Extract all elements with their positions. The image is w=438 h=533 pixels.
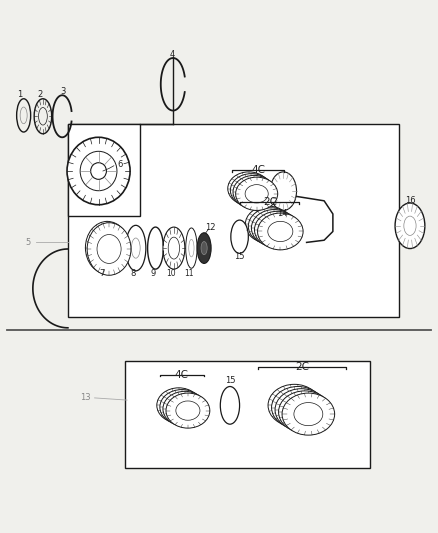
Ellipse shape — [404, 216, 416, 236]
Text: 10: 10 — [166, 270, 176, 278]
Text: 4C: 4C — [175, 370, 189, 379]
Text: 1: 1 — [17, 90, 22, 99]
Ellipse shape — [290, 400, 319, 424]
Ellipse shape — [228, 172, 270, 205]
Ellipse shape — [168, 237, 180, 259]
Ellipse shape — [268, 221, 293, 241]
Text: 14: 14 — [277, 208, 287, 217]
Ellipse shape — [245, 206, 291, 243]
Ellipse shape — [87, 223, 131, 275]
Ellipse shape — [131, 238, 140, 258]
Ellipse shape — [126, 225, 146, 271]
Ellipse shape — [220, 386, 240, 424]
Ellipse shape — [254, 211, 300, 248]
Ellipse shape — [280, 394, 309, 417]
Ellipse shape — [272, 386, 324, 429]
Ellipse shape — [268, 384, 321, 426]
Ellipse shape — [186, 228, 197, 268]
Text: 2: 2 — [37, 90, 42, 99]
Ellipse shape — [270, 172, 297, 211]
Ellipse shape — [233, 175, 275, 209]
Ellipse shape — [197, 233, 211, 263]
Bar — [125, 361, 370, 468]
Ellipse shape — [166, 395, 191, 415]
Ellipse shape — [279, 391, 331, 433]
Ellipse shape — [170, 398, 194, 417]
Text: 2C: 2C — [295, 362, 309, 372]
Ellipse shape — [237, 180, 260, 198]
Text: 9: 9 — [151, 270, 156, 278]
Text: 16: 16 — [405, 196, 415, 205]
Ellipse shape — [236, 177, 278, 211]
Ellipse shape — [91, 163, 106, 179]
Ellipse shape — [189, 239, 194, 257]
Ellipse shape — [201, 241, 207, 255]
Ellipse shape — [255, 214, 281, 235]
Ellipse shape — [395, 203, 425, 248]
Text: 8: 8 — [130, 270, 135, 278]
Ellipse shape — [287, 398, 316, 421]
Ellipse shape — [261, 218, 287, 238]
Ellipse shape — [230, 174, 272, 207]
Text: 11: 11 — [184, 270, 194, 278]
Text: 15: 15 — [234, 252, 245, 261]
Ellipse shape — [157, 388, 201, 423]
Text: 15: 15 — [225, 376, 235, 385]
Ellipse shape — [163, 391, 207, 426]
Ellipse shape — [283, 396, 312, 419]
Bar — [68, 124, 399, 317]
Text: 12: 12 — [205, 223, 215, 231]
Ellipse shape — [243, 183, 265, 201]
Text: 3: 3 — [60, 87, 65, 96]
Ellipse shape — [95, 233, 119, 262]
Bar — [68, 124, 140, 216]
Ellipse shape — [173, 399, 197, 418]
Ellipse shape — [275, 389, 328, 431]
Ellipse shape — [80, 151, 117, 191]
Ellipse shape — [240, 181, 263, 199]
Text: 13: 13 — [81, 393, 91, 402]
Ellipse shape — [258, 213, 303, 250]
Ellipse shape — [248, 208, 294, 245]
Ellipse shape — [258, 216, 284, 236]
Ellipse shape — [67, 138, 130, 205]
Ellipse shape — [265, 220, 290, 240]
Ellipse shape — [294, 402, 323, 426]
Ellipse shape — [160, 390, 204, 425]
Ellipse shape — [97, 235, 121, 263]
Ellipse shape — [231, 220, 248, 253]
Ellipse shape — [251, 209, 297, 246]
Text: 6: 6 — [118, 160, 123, 169]
Text: 7: 7 — [99, 270, 105, 278]
Ellipse shape — [163, 227, 185, 269]
Ellipse shape — [282, 393, 335, 435]
Text: 5: 5 — [26, 238, 31, 247]
Text: 2C: 2C — [263, 197, 277, 207]
Ellipse shape — [176, 401, 200, 420]
Ellipse shape — [166, 393, 210, 428]
Text: 4: 4 — [170, 50, 175, 59]
Ellipse shape — [85, 221, 129, 274]
Text: 4C: 4C — [251, 165, 265, 175]
Ellipse shape — [245, 184, 268, 203]
